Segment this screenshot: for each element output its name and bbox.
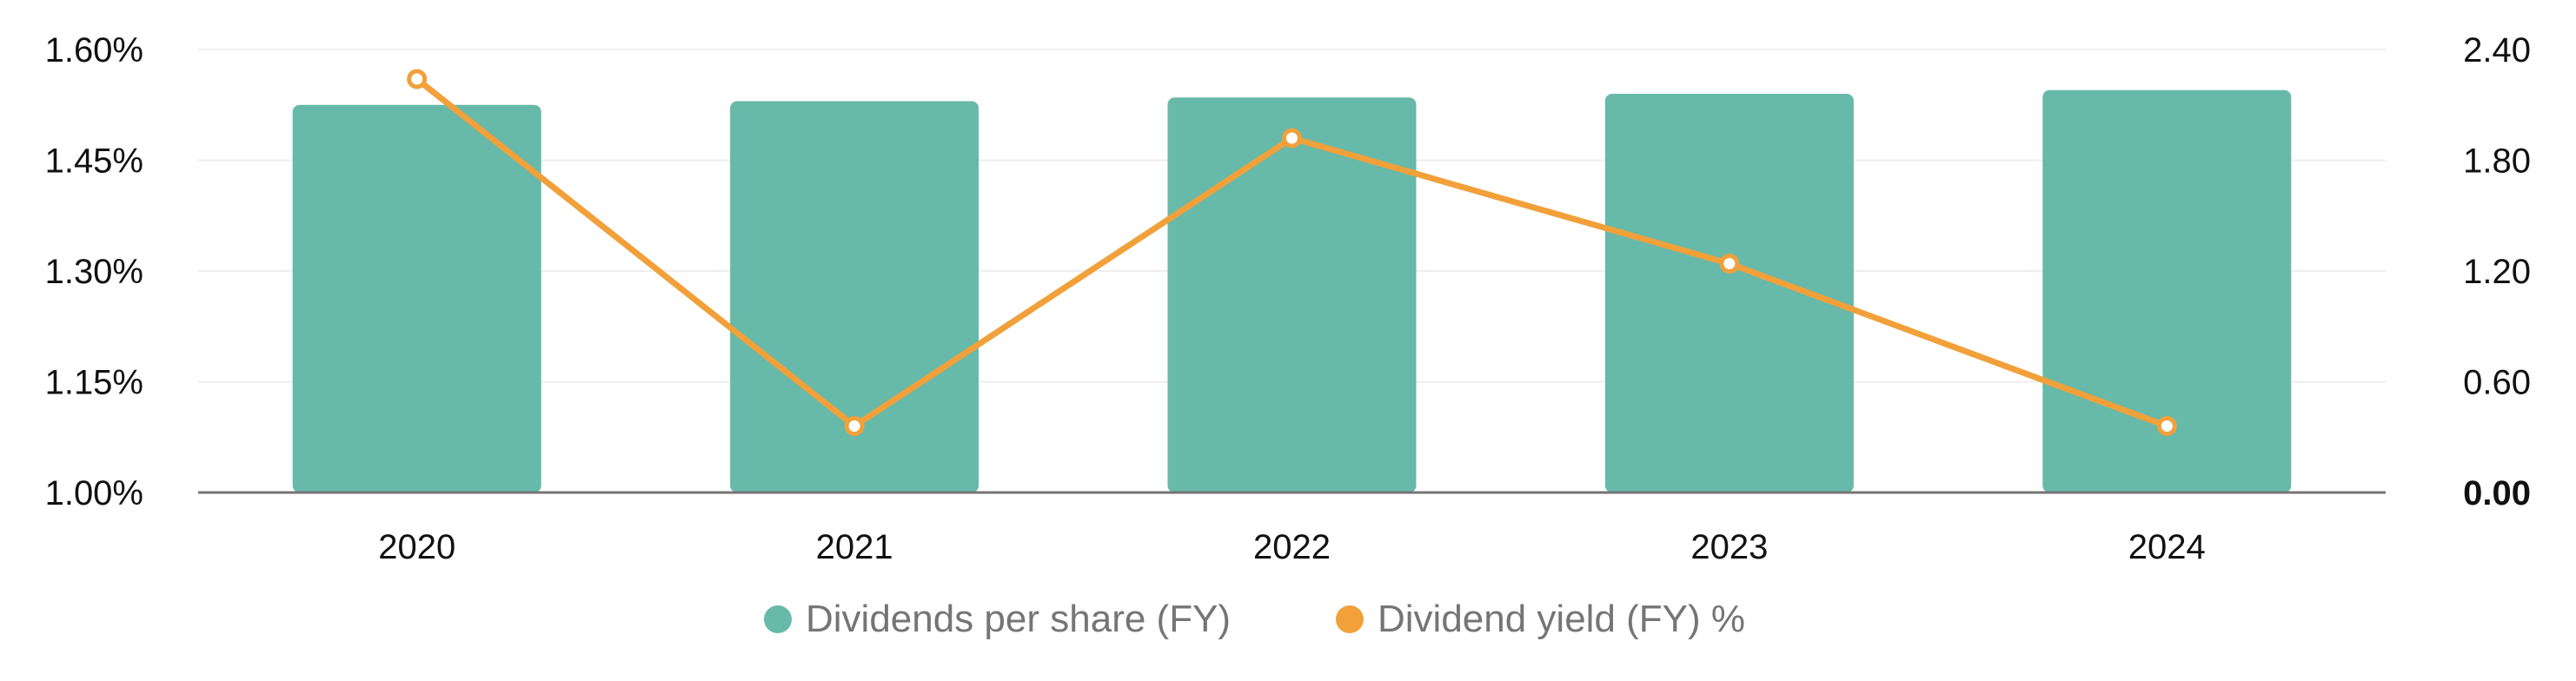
legend-marker xyxy=(764,605,792,633)
left-axis-tick-label: 1.45% xyxy=(45,142,143,181)
right-axis-tick-label: 2.40 xyxy=(2463,31,2531,69)
bar-2024[interactable] xyxy=(2042,89,2292,493)
left-axis-tick-label: 1.30% xyxy=(45,253,143,291)
legend-label: Dividends per share (FY) xyxy=(806,598,1231,640)
bar-2023[interactable] xyxy=(1604,94,1854,493)
right-axis-tick-label: 0.00 xyxy=(2463,474,2531,512)
legend-label: Dividend yield (FY) % xyxy=(1378,598,1745,640)
left-axis-tick-label: 1.60% xyxy=(45,31,143,69)
x-axis-tick-label: 2020 xyxy=(378,528,455,566)
x-axis-tick-label: 2022 xyxy=(1253,528,1331,566)
x-axis-tick-label: 2023 xyxy=(1690,528,1768,566)
bar-2021[interactable] xyxy=(730,101,979,493)
legend-item-2[interactable]: Dividend yield (FY) % xyxy=(1336,598,1745,640)
x-axis-tick-label: 2024 xyxy=(2128,528,2206,566)
left-axis-tick-label: 1.00% xyxy=(45,474,143,512)
bar-2020[interactable] xyxy=(292,104,541,493)
x-axis-tick-label: 2021 xyxy=(816,528,893,566)
yield-point-2023[interactable] xyxy=(1719,254,1740,274)
right-axis-tick-label: 0.60 xyxy=(2463,364,2531,402)
left-axis-tick-label: 1.15% xyxy=(45,364,143,402)
yield-point-2022[interactable] xyxy=(1282,128,1302,149)
bar-2022[interactable] xyxy=(1167,97,1417,493)
yield-point-2020[interactable] xyxy=(407,69,428,89)
right-axis-tick-label: 1.80 xyxy=(2463,142,2531,181)
yield-point-2021[interactable] xyxy=(844,416,865,436)
legend-marker xyxy=(1336,605,1364,633)
legend-item-1[interactable]: Dividends per share (FY) xyxy=(764,598,1231,640)
right-axis-tick-label: 1.20 xyxy=(2463,253,2531,291)
yield-point-2024[interactable] xyxy=(2156,416,2177,436)
